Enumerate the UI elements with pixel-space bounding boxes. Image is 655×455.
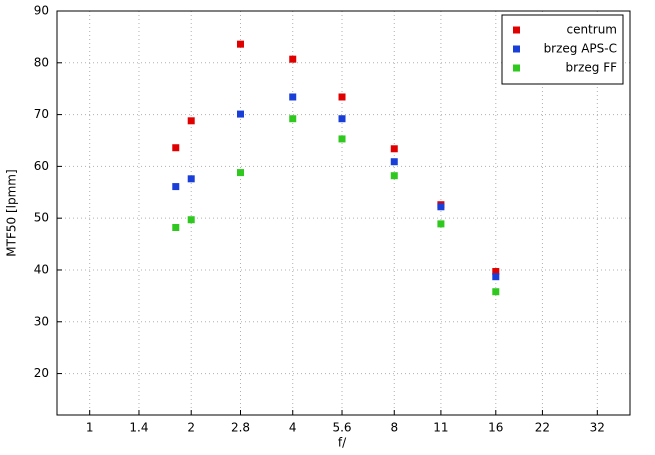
- point: [492, 288, 500, 296]
- legend-marker: [513, 26, 520, 34]
- point: [492, 273, 500, 281]
- x-tick-label: 2.8: [231, 421, 250, 435]
- point: [338, 93, 346, 101]
- x-tick-label: 1.4: [129, 421, 148, 435]
- legend-label: brzeg FF: [566, 61, 618, 75]
- x-tick-label: 16: [488, 421, 503, 435]
- point: [172, 144, 180, 152]
- point: [187, 216, 195, 224]
- x-axis-label: f/: [338, 436, 347, 450]
- legend-label: centrum: [566, 23, 617, 37]
- y-axis-label: MTF50 [lpmm]: [5, 169, 19, 256]
- y-tick-label: 50: [34, 211, 49, 225]
- point: [172, 224, 180, 232]
- point: [187, 117, 195, 125]
- point: [492, 268, 500, 276]
- legend-box: [501, 14, 624, 85]
- y-tick-label: 80: [34, 55, 49, 69]
- y-tick-label: 20: [34, 366, 49, 380]
- y-tick-label: 90: [34, 4, 49, 18]
- point: [289, 115, 297, 123]
- y-tick-label: 30: [34, 314, 49, 328]
- x-tick-label: 32: [590, 421, 605, 435]
- point: [390, 172, 398, 180]
- point: [289, 55, 297, 63]
- point: [172, 183, 180, 191]
- point: [289, 93, 297, 101]
- x-tick-label: 11: [433, 421, 448, 435]
- point: [437, 203, 445, 211]
- point: [338, 135, 346, 143]
- x-tick-label: 22: [535, 421, 550, 435]
- x-tick-label: 5.6: [332, 421, 351, 435]
- x-tick-label: 4: [289, 421, 297, 435]
- legend-marker: [513, 45, 520, 53]
- legend-label: brzeg APS-C: [544, 42, 617, 56]
- legend-marker: [513, 64, 520, 72]
- y-tick-label: 70: [34, 107, 49, 121]
- point: [236, 169, 244, 177]
- plot-frame: [56, 10, 631, 416]
- y-tick-label: 40: [34, 262, 49, 276]
- point: [236, 40, 244, 48]
- point: [338, 115, 346, 123]
- y-tick-label: 60: [34, 159, 49, 173]
- point: [187, 175, 195, 183]
- point: [437, 220, 445, 228]
- point: [236, 110, 244, 118]
- point: [390, 145, 398, 153]
- x-tick-label: 2: [187, 421, 195, 435]
- x-tick-label: 8: [390, 421, 398, 435]
- point: [390, 158, 398, 166]
- x-tick-label: 1: [86, 421, 94, 435]
